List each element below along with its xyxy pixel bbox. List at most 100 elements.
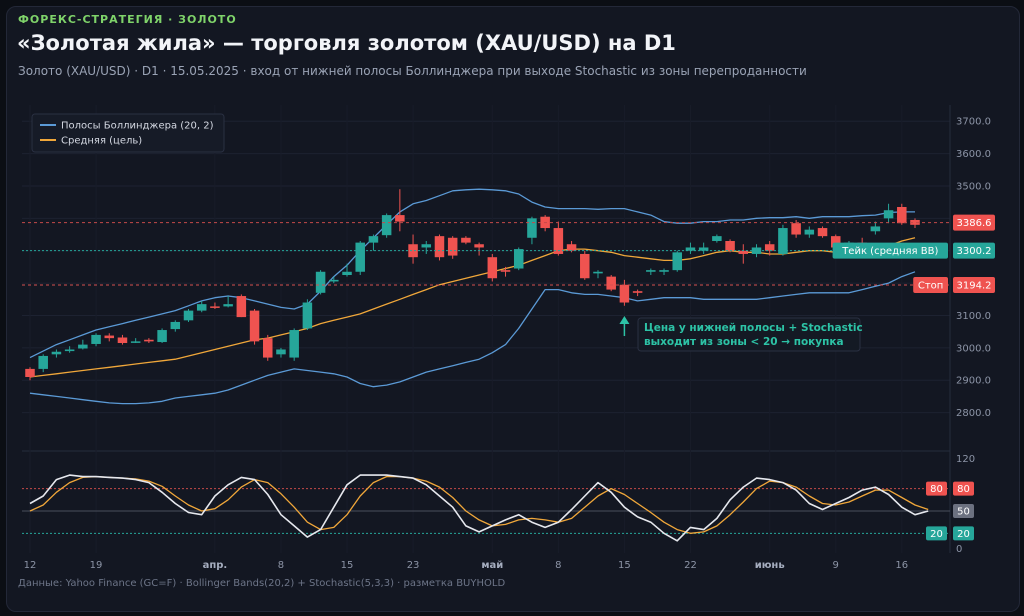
candle-body bbox=[593, 271, 603, 274]
candle bbox=[817, 226, 828, 238]
candle-body bbox=[698, 247, 709, 251]
stoch-badge-right-80 bbox=[953, 481, 974, 496]
upper-price-badge bbox=[953, 214, 995, 231]
mid-price-label: 3300.2 bbox=[957, 246, 992, 257]
footer-source: Данные: Yahoo Finance (GC=F) · Bollinger… bbox=[18, 578, 506, 589]
annotation-arrow-head bbox=[619, 316, 630, 324]
candle-body bbox=[302, 302, 313, 329]
stoch-d-line bbox=[29, 475, 929, 534]
candle bbox=[646, 268, 656, 275]
x-tick-label: апр. bbox=[203, 560, 228, 571]
candle bbox=[461, 236, 471, 245]
candle-body bbox=[157, 330, 167, 343]
candle-body bbox=[500, 270, 511, 272]
candle-body bbox=[672, 252, 682, 271]
candle bbox=[170, 320, 181, 332]
candle-body bbox=[527, 218, 537, 238]
price-panel bbox=[25, 188, 920, 405]
candle-body bbox=[632, 291, 643, 293]
stoch-y-tick-label: 120 bbox=[956, 454, 975, 465]
y-tick-label: 2800.0 bbox=[956, 408, 991, 419]
candle-body bbox=[315, 271, 326, 293]
x-tick-label: июнь bbox=[755, 560, 785, 571]
candle-body bbox=[223, 304, 233, 307]
candle bbox=[804, 226, 815, 238]
candle bbox=[751, 244, 762, 258]
candle bbox=[897, 203, 907, 225]
stop-caption-label: Стоп bbox=[918, 280, 943, 291]
candle-body bbox=[487, 257, 498, 279]
candle bbox=[38, 354, 48, 373]
stoch-badge-left-80 bbox=[926, 481, 947, 496]
candle-body bbox=[434, 236, 445, 258]
x-tick-label: 12 bbox=[24, 560, 37, 571]
candle-body bbox=[738, 250, 749, 254]
candle bbox=[342, 263, 352, 277]
candle bbox=[157, 328, 167, 343]
candle-body bbox=[210, 306, 220, 308]
candle bbox=[513, 247, 524, 271]
y-tick-label: 3500.0 bbox=[956, 181, 991, 192]
candle-body bbox=[25, 368, 35, 377]
candle bbox=[368, 234, 379, 251]
candle-body bbox=[117, 337, 128, 343]
mid-caption-label: Тейк (средняя BB) bbox=[841, 246, 938, 257]
x-tick-label: 19 bbox=[90, 560, 103, 571]
candle bbox=[474, 242, 484, 256]
bollinger-lower-line bbox=[29, 271, 916, 405]
stoch-k-line bbox=[29, 474, 929, 542]
stoch-badge-right-20 bbox=[953, 526, 974, 541]
stoch-badge-left-label: 80 bbox=[930, 484, 943, 495]
candle-body bbox=[764, 244, 775, 251]
candle bbox=[78, 339, 88, 350]
legend-box bbox=[31, 113, 225, 153]
stoch-badge-left-label: 20 bbox=[930, 529, 943, 540]
mid-caption-badge bbox=[832, 242, 948, 259]
candle-body bbox=[381, 215, 392, 236]
candle bbox=[580, 250, 590, 280]
candle bbox=[870, 221, 881, 235]
candle bbox=[500, 266, 511, 277]
legend-label: Средняя (цель) bbox=[61, 136, 142, 147]
stoch-badge-right-label: 80 bbox=[957, 484, 970, 495]
overlay-layer: 3386.6 3300.2 Тейк (средняя BB) 3194.2 Стоп П… bbox=[22, 113, 995, 541]
candle bbox=[632, 289, 643, 297]
candle-body bbox=[64, 349, 75, 352]
candle-body bbox=[870, 226, 881, 232]
candle-body bbox=[104, 335, 115, 339]
bollinger-upper-line bbox=[29, 188, 915, 359]
candle-body bbox=[646, 270, 656, 272]
candle-body bbox=[461, 237, 471, 243]
candle bbox=[883, 203, 894, 224]
signal-annotation: Цена у нижней полосы + Stochastic выходит… bbox=[619, 316, 863, 352]
candle bbox=[408, 234, 418, 264]
candle bbox=[355, 241, 365, 275]
candle bbox=[51, 349, 62, 358]
annotation-box bbox=[637, 317, 861, 352]
candle-body bbox=[580, 253, 590, 279]
stochastic-panel bbox=[22, 474, 950, 542]
candle bbox=[540, 215, 550, 232]
candle bbox=[236, 294, 247, 318]
candle bbox=[276, 347, 286, 358]
candle-body bbox=[170, 321, 181, 330]
candle-body bbox=[897, 207, 907, 224]
x-tick-label: 16 bbox=[895, 560, 908, 571]
candle bbox=[738, 244, 749, 264]
candle bbox=[619, 279, 630, 306]
y-tick-label: 3100.0 bbox=[956, 311, 991, 322]
page-subtitle: Золото (XAU/USD) · D1 · 15.05.2025 · вхо… bbox=[18, 64, 807, 78]
candle bbox=[196, 300, 207, 313]
candle bbox=[685, 242, 696, 254]
candle bbox=[910, 218, 920, 229]
candle bbox=[434, 234, 445, 261]
candle-body bbox=[395, 215, 405, 222]
x-tick-label: 15 bbox=[341, 560, 354, 571]
candle bbox=[249, 309, 260, 345]
candle-body bbox=[144, 339, 154, 342]
candle-body bbox=[276, 349, 286, 355]
candle bbox=[698, 242, 709, 254]
candle bbox=[527, 216, 537, 245]
bollinger-mid-line bbox=[29, 237, 916, 378]
x-tick-label: 23 bbox=[407, 560, 420, 571]
